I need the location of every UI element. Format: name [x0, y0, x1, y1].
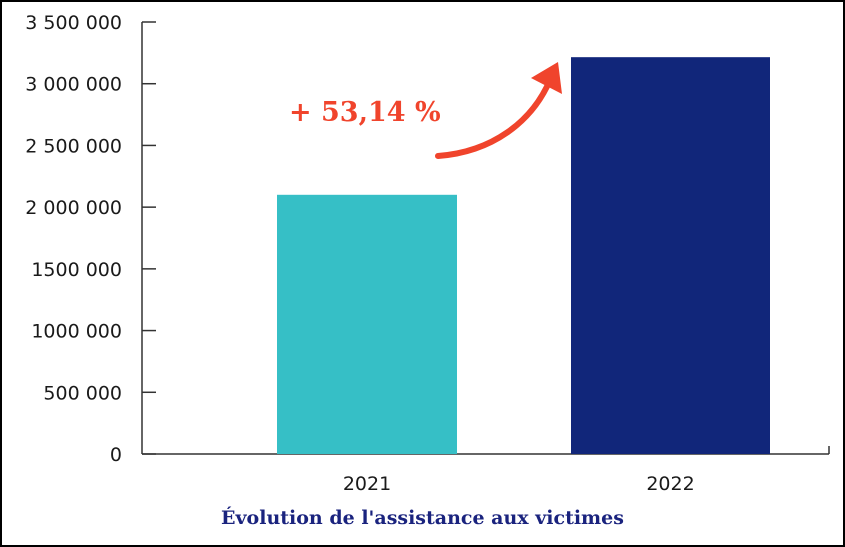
arrow-shaft: [435, 77, 553, 159]
y-tick-label: 3 500 000: [25, 12, 122, 34]
chart-caption: Évolution de l'assistance aux victimes: [221, 507, 624, 529]
y-tick-label: 0: [110, 444, 122, 466]
y-tick-label: 1500 000: [31, 259, 122, 281]
arrow-head: [531, 62, 562, 94]
y-tick-label: 2 500 000: [25, 135, 122, 157]
y-tick-label: 500 000: [43, 382, 122, 404]
bar-2021: [277, 194, 457, 455]
x-tick-label: 2022: [646, 473, 694, 495]
x-tick-label: 2021: [343, 473, 391, 495]
y-tick-label: 2 000 000: [25, 197, 122, 219]
growth-annotation: + 53,14 %: [289, 97, 441, 128]
y-tick-label: 1000 000: [31, 321, 122, 343]
y-tick-label: 3 000 000: [25, 74, 122, 96]
bar-2022: [571, 57, 770, 454]
